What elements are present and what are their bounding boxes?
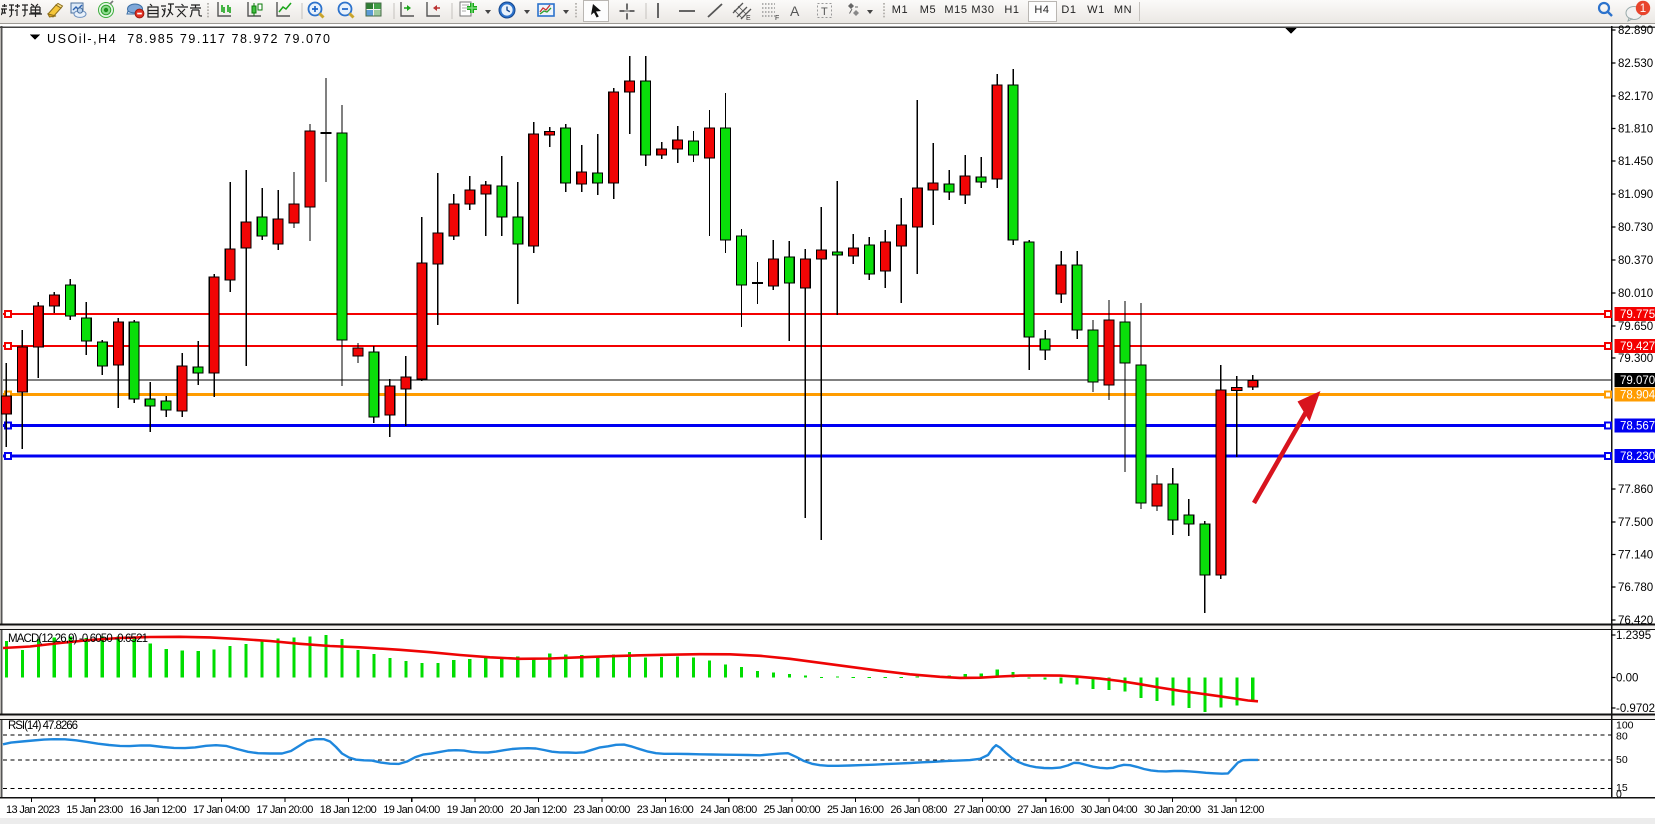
- svg-text:76.780: 76.780: [1618, 582, 1653, 594]
- svg-text:27 Jan 16:00: 27 Jan 16:00: [1017, 804, 1074, 816]
- svg-text:MACD(12,26,9) -0.6050 -0.6521: MACD(12,26,9) -0.6050 -0.6521: [8, 633, 148, 645]
- svg-text:78.904: 78.904: [1620, 390, 1655, 402]
- svg-text:1: 1: [1640, 3, 1646, 15]
- svg-text:17 Jan 04:00: 17 Jan 04:00: [193, 804, 250, 816]
- svg-text:0: 0: [1616, 789, 1622, 801]
- svg-text:50: 50: [1616, 754, 1628, 766]
- svg-text:19 Jan 04:00: 19 Jan 04:00: [383, 804, 440, 816]
- svg-text:30 Jan 20:00: 30 Jan 20:00: [1144, 804, 1201, 816]
- svg-text:20 Jan 12:00: 20 Jan 12:00: [510, 804, 567, 816]
- svg-text:77.140: 77.140: [1618, 550, 1653, 562]
- svg-text:24 Jan 08:00: 24 Jan 08:00: [700, 804, 757, 816]
- svg-text:100: 100: [1616, 720, 1634, 732]
- svg-text:78.567: 78.567: [1620, 421, 1655, 433]
- svg-text:30 Jan 04:00: 30 Jan 04:00: [1081, 804, 1138, 816]
- svg-text:USOil-,H4 78.985 79.117 78.97: USOil-,H4 78.985 79.117 78.972 79.070: [47, 32, 330, 46]
- svg-text:82.530: 82.530: [1618, 58, 1653, 70]
- svg-text:-0.9702: -0.9702: [1616, 703, 1655, 715]
- svg-text:79.775: 79.775: [1620, 309, 1655, 321]
- svg-text:80: 80: [1616, 731, 1628, 743]
- svg-text:A: A: [790, 3, 800, 19]
- svg-text:81.450: 81.450: [1618, 156, 1653, 168]
- svg-text:19 Jan 20:00: 19 Jan 20:00: [447, 804, 504, 816]
- svg-text:79.070: 79.070: [1620, 375, 1655, 387]
- svg-text:79.427: 79.427: [1620, 341, 1655, 353]
- svg-text:RSI(14) 47.8266: RSI(14) 47.8266: [8, 720, 78, 732]
- svg-text:0.00: 0.00: [1616, 673, 1638, 685]
- svg-text:16 Jan 12:00: 16 Jan 12:00: [130, 804, 187, 816]
- svg-text:79.300: 79.300: [1618, 353, 1653, 365]
- svg-text:80.370: 80.370: [1618, 255, 1653, 267]
- svg-text:78.230: 78.230: [1620, 451, 1655, 463]
- svg-text:31 Jan 12:00: 31 Jan 12:00: [1207, 804, 1264, 816]
- svg-text:26 Jan 08:00: 26 Jan 08:00: [890, 804, 947, 816]
- svg-text:F: F: [775, 15, 779, 22]
- svg-text:15: 15: [1616, 782, 1628, 794]
- svg-text:77.500: 77.500: [1618, 517, 1653, 529]
- svg-text:T: T: [821, 6, 828, 18]
- svg-text:23 Jan 16:00: 23 Jan 16:00: [637, 804, 694, 816]
- svg-text:79.650: 79.650: [1618, 321, 1653, 333]
- svg-text:80.730: 80.730: [1618, 222, 1653, 234]
- svg-text:17 Jan 20:00: 17 Jan 20:00: [256, 804, 313, 816]
- svg-text:E: E: [746, 15, 751, 22]
- svg-text:18 Jan 12:00: 18 Jan 12:00: [320, 804, 377, 816]
- svg-text:81.090: 81.090: [1618, 189, 1653, 201]
- svg-text:23 Jan 00:00: 23 Jan 00:00: [573, 804, 630, 816]
- svg-text:27 Jan 00:00: 27 Jan 00:00: [954, 804, 1011, 816]
- svg-text:82.890: 82.890: [1618, 25, 1653, 37]
- svg-text:82.170: 82.170: [1618, 91, 1653, 103]
- svg-text:13 Jan 2023: 13 Jan 2023: [6, 804, 60, 816]
- svg-text:80.010: 80.010: [1618, 288, 1653, 300]
- svg-text:81.810: 81.810: [1618, 124, 1653, 136]
- svg-text:77.860: 77.860: [1618, 484, 1653, 496]
- svg-text:15 Jan 23:00: 15 Jan 23:00: [66, 804, 123, 816]
- svg-text:1.2395: 1.2395: [1616, 630, 1651, 642]
- svg-text:25 Jan 00:00: 25 Jan 00:00: [764, 804, 821, 816]
- svg-text:76.420: 76.420: [1618, 615, 1653, 627]
- svg-text:25 Jan 16:00: 25 Jan 16:00: [827, 804, 884, 816]
